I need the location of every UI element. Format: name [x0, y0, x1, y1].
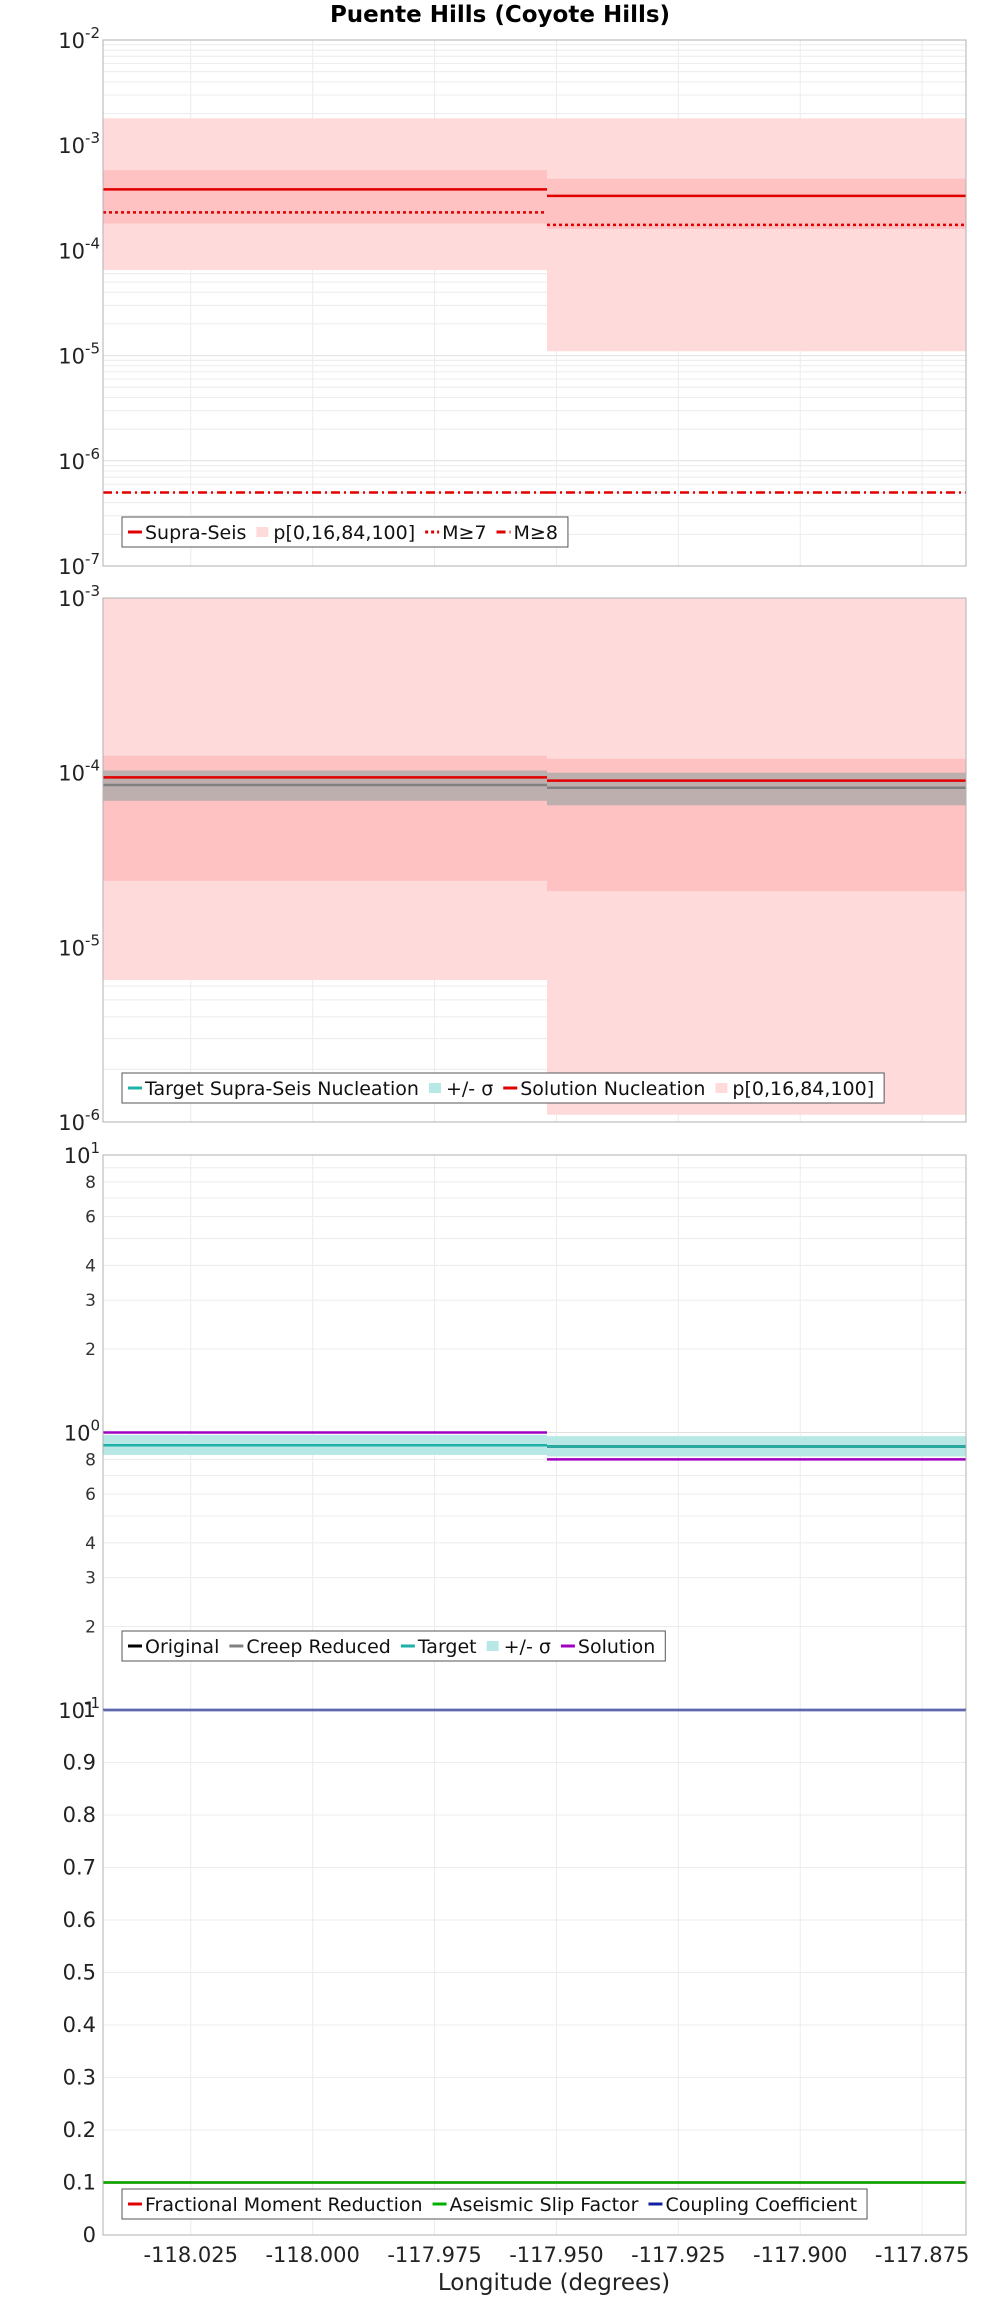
- grid: [103, 1710, 966, 2235]
- y-tick-label: 4: [85, 1534, 96, 1554]
- y-tick-label: 0.9: [63, 1751, 96, 1775]
- legend-swatch: [428, 1083, 441, 1093]
- y-tick-label: 0.5: [63, 1961, 96, 1985]
- panel-4: 0 0.1 0.2 0.3 0.4 0.5 0.6 0.7 0.8 0.9 1 Fractional …: [63, 1698, 967, 2247]
- y-tick-label: 0.4: [63, 2013, 96, 2037]
- series-solution: [103, 1431, 966, 1461]
- series-m-7: [103, 211, 966, 227]
- y-tick-label: 10-6: [58, 445, 100, 474]
- y-tick-label: 0.7: [63, 1856, 96, 1880]
- legend-swatch: [256, 527, 269, 537]
- y-tick-label: 1: [83, 1698, 96, 1722]
- y-ticks: 10-1 100 101 2 2 3 3 4 4 6 6 8 8: [58, 1139, 100, 1723]
- legend-label: M≥8: [514, 522, 558, 544]
- band-outer-2: [547, 118, 966, 352]
- legend-box: [121, 516, 569, 548]
- series-target: [103, 1443, 966, 1448]
- series-supra-seis: [103, 188, 966, 198]
- y-tick-label: 10-4: [58, 757, 100, 786]
- legend-label: p[0,16,84,100]: [732, 1078, 874, 1100]
- x-ticks: -118.025 -118.000 -117.975 -117.950 -117.925…: [144, 2243, 970, 2267]
- y-tick-label: 10-1: [58, 1694, 100, 1723]
- legend-label: Original: [145, 1636, 219, 1658]
- legend: Supra-Seis p[0,16,84,100] M≥7 M≥8: [121, 516, 569, 548]
- legend-label: Coupling Coefficient: [665, 2194, 857, 2216]
- y-tick-label: 2: [85, 1617, 96, 1637]
- y-tick-label: 10-3: [58, 582, 100, 611]
- y-tick-label: 3: [85, 1569, 96, 1589]
- x-tick-label: -117.950: [509, 2243, 603, 2267]
- legend: Fractional Moment Reduction Aseismic Slip…: [121, 2188, 868, 2220]
- legend-label: Solution: [578, 1636, 655, 1658]
- x-tick-label: -117.900: [753, 2243, 847, 2267]
- legend-label: p[0,16,84,100]: [273, 522, 415, 544]
- series-target-supra-seis-nucleation: [103, 783, 966, 789]
- legend-label: Target Supra-Seis Nucleation: [144, 1078, 419, 1100]
- y-tick-label: 4: [85, 1256, 96, 1276]
- y-tick-label: 0.1: [63, 2171, 96, 2195]
- y-tick-label: 10-5: [58, 340, 100, 369]
- legend-label: Aseismic Slip Factor: [450, 2194, 639, 2216]
- y-tick-label: 2: [85, 1340, 96, 1360]
- legend-swatch: [715, 1083, 728, 1093]
- y-tick-label: 10-6: [58, 1106, 100, 1135]
- y-tick-label: 0.6: [63, 1908, 96, 1932]
- y-ticks: 10-7 10-6 10-5 10-4 10-3 10-2: [58, 24, 100, 579]
- legend-swatch: [486, 1641, 499, 1651]
- legend: Original Creep Reduced Target +/- σ Solution: [121, 1630, 666, 1662]
- y-tick-label: 8: [85, 1450, 96, 1470]
- legend: Target Supra-Seis Nucleation +/- σ Solutio…: [121, 1072, 885, 1104]
- y-tick-label: 8: [85, 1173, 96, 1193]
- y-tick-label: 6: [85, 1208, 96, 1228]
- y-tick-label: 10-4: [58, 234, 100, 263]
- panel-2: 10-6 10-5 10-4 10-3 Target Supra-Seis Nuclea…: [58, 582, 967, 1135]
- y-tick-label: 100: [64, 1417, 100, 1446]
- y-tick-label: 10-2: [58, 24, 100, 53]
- legend-label: M≥7: [442, 522, 486, 544]
- legend-label: Creep Reduced: [246, 1636, 390, 1658]
- band-inner-2: [547, 178, 966, 229]
- series-solution-nucleation: [103, 776, 966, 782]
- panel-1: 10-7 10-6 10-5 10-4 10-3 10-2 Supra-Seis p[0,16…: [58, 24, 967, 579]
- x-axis-label: Longitude (degrees): [438, 2270, 670, 2296]
- plot-frame: [102, 39, 967, 567]
- y-ticks: 0 0.1 0.2 0.3 0.4 0.5 0.6 0.7 0.8 0.9 1: [63, 1698, 96, 2247]
- y-tick-label: 101: [64, 1139, 100, 1168]
- y-tick-label: 10-5: [58, 931, 100, 960]
- legend-box: [121, 1072, 885, 1104]
- legend-label: +/- σ: [446, 1078, 493, 1100]
- x-tick-label: -117.925: [631, 2243, 725, 2267]
- x-tick-label: -118.025: [144, 2243, 238, 2267]
- x-tick-label: -117.875: [875, 2243, 969, 2267]
- y-tick-label: 6: [85, 1485, 96, 1505]
- legend-box: [121, 2188, 868, 2220]
- legend-label: Target: [417, 1636, 477, 1658]
- y-tick-label: 10-7: [58, 550, 100, 579]
- chart-title: Puente Hills (Coyote Hills): [330, 2, 670, 28]
- y-tick-label: 0: [83, 2223, 96, 2247]
- legend-label: Supra-Seis: [145, 522, 246, 544]
- band-sigma-2: [547, 772, 966, 806]
- legend-label: Solution Nucleation: [520, 1078, 705, 1100]
- x-tick-label: -118.000: [265, 2243, 359, 2267]
- y-tick-label: 3: [85, 1291, 96, 1311]
- legend-label: Fractional Moment Reduction: [145, 2194, 423, 2216]
- y-tick-label: 10-3: [58, 129, 100, 158]
- panel-3: 10-1 100 101 2 2 3 3 4 4 6 6 8 8 Original Creep Reduce…: [58, 1139, 967, 1723]
- band-inner-1: [103, 170, 547, 224]
- y-tick-label: 0.2: [63, 2118, 96, 2142]
- y-tick-label: 0.3: [63, 2066, 96, 2090]
- plot-frame: [102, 1709, 967, 2236]
- plot-frame: [102, 597, 967, 1123]
- legend-label: +/- σ: [504, 1636, 551, 1658]
- x-tick-label: -117.975: [387, 2243, 481, 2267]
- y-ticks: 10-6 10-5 10-4 10-3: [58, 582, 100, 1135]
- y-tick-label: 0.8: [63, 1803, 96, 1827]
